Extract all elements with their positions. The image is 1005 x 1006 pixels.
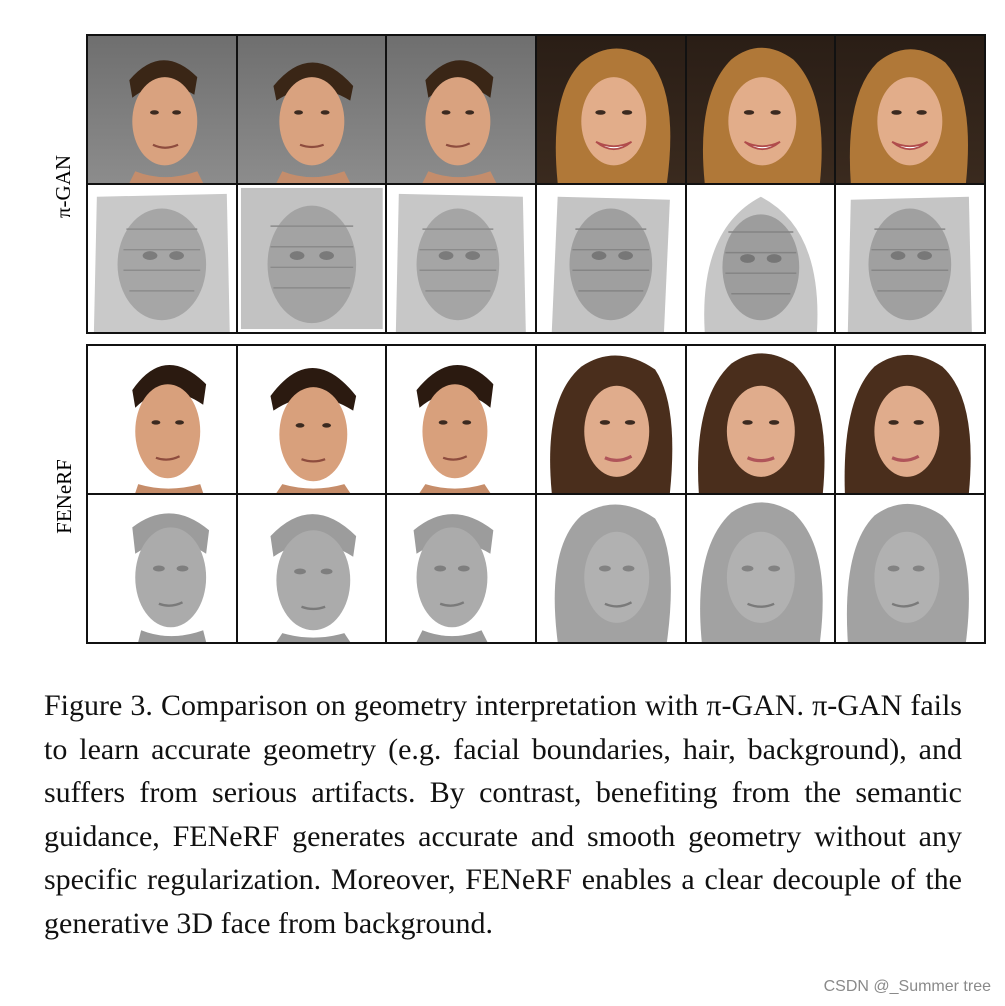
pigan-face-woman-2: [686, 36, 835, 183]
pigan-mesh-6: [836, 185, 984, 332]
fenerf-mesh-4: [537, 495, 685, 642]
pigan-mesh-4: [537, 185, 685, 332]
fenerf-face-man-3: [387, 346, 535, 493]
fenerf-mesh-3: [387, 495, 535, 642]
fenerf-face-woman-3: [836, 346, 984, 493]
watermark: CSDN @_Summer tree: [823, 978, 991, 995]
fenerf-face-woman-1: [537, 346, 685, 493]
fenerf-mesh-6: [836, 495, 984, 642]
row-label-fenerf: FENeRF: [51, 458, 76, 534]
pigan-grid: [86, 34, 986, 334]
fenerf-mesh-5: [686, 495, 835, 642]
row-label-pigan: π-GAN: [51, 154, 76, 218]
pigan-mesh-2: [237, 185, 386, 332]
pigan-face-man-3: [387, 36, 535, 183]
pigan-mesh-1: [88, 185, 236, 332]
fenerf-mesh-1: [88, 495, 236, 642]
fenerf-face-man-2: [237, 346, 386, 493]
figure-caption: Figure 3. Comparison on geometry interpr…: [44, 684, 962, 945]
pigan-face-man-2: [237, 36, 386, 183]
pigan-face-man-1: [88, 36, 236, 183]
figure-caption-text: Figure 3. Comparison on geometry interpr…: [44, 689, 962, 940]
fenerf-grid: [86, 344, 986, 644]
pigan-mesh-5: [686, 185, 835, 332]
pigan-face-woman-3: [836, 36, 984, 183]
fenerf-mesh-2: [237, 495, 386, 642]
pigan-mesh-3: [387, 185, 535, 332]
pigan-face-woman-1: [537, 36, 685, 183]
fenerf-face-woman-2: [686, 346, 835, 493]
fenerf-face-man-1: [88, 346, 236, 493]
